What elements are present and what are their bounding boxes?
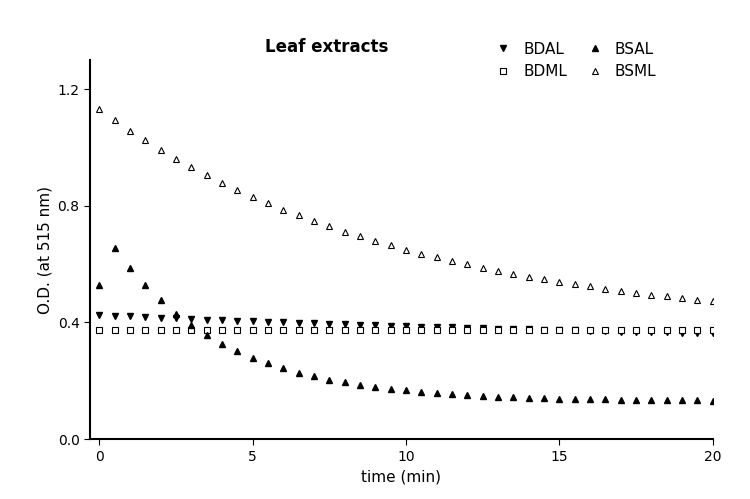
- Legend: BDAL, BDML, BSAL, BSML: BDAL, BDML, BSAL, BSML: [484, 37, 661, 84]
- X-axis label: time (min): time (min): [362, 469, 441, 484]
- Y-axis label: O.D. (at 515 nm): O.D. (at 515 nm): [37, 186, 52, 313]
- Title: Leaf extracts: Leaf extracts: [265, 37, 388, 55]
